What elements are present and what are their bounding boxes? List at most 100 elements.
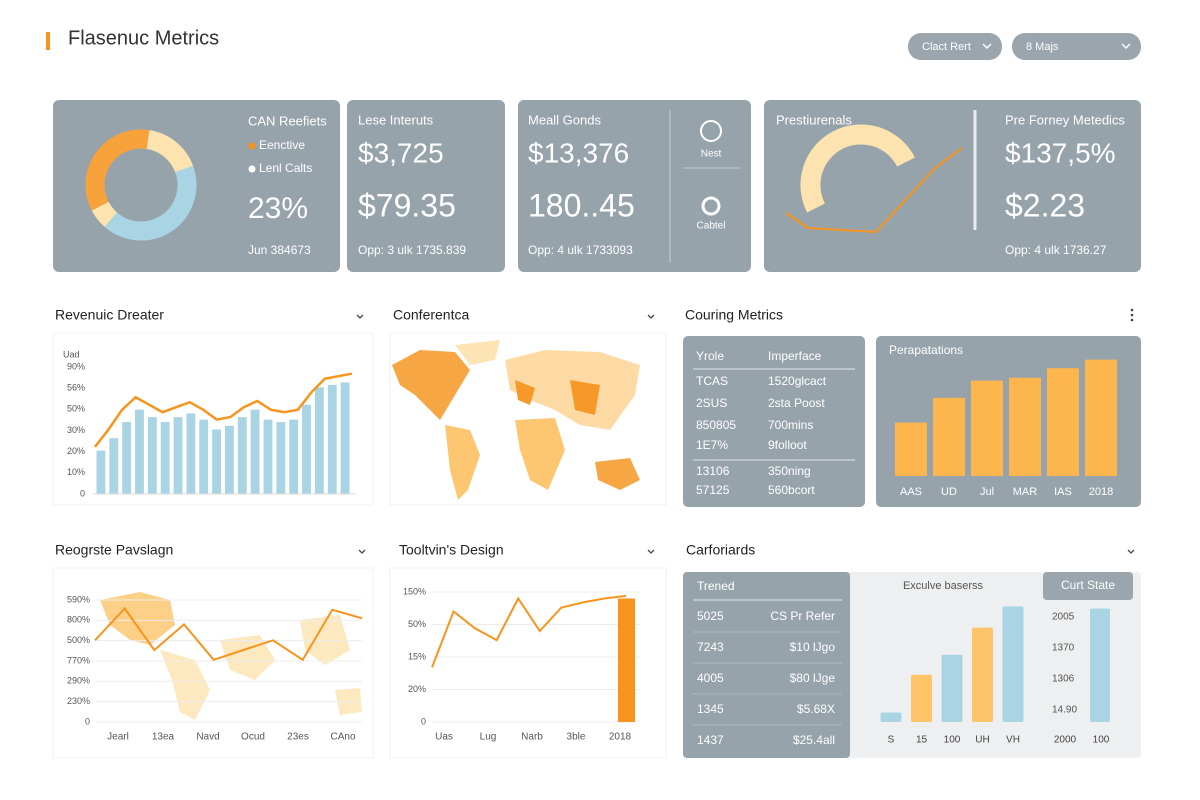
table-header: Imperface — [768, 349, 822, 363]
bar — [212, 429, 221, 494]
table-cell: $25.4all — [793, 733, 835, 747]
bar — [199, 419, 209, 494]
table-cell: 1437 — [697, 733, 724, 747]
x-tick-label: CAno — [330, 732, 355, 743]
continent — [445, 425, 480, 500]
panel-title: Carforiards — [686, 542, 755, 558]
x-tick-label: IAS — [1054, 486, 1072, 498]
bar — [618, 598, 635, 722]
gauge — [800, 124, 915, 213]
line — [94, 606, 363, 662]
card — [518, 100, 751, 272]
chevrons — [356, 314, 1135, 554]
card-value: $3,725 — [358, 137, 444, 168]
table-cell: $5.68X — [797, 702, 835, 716]
panel-title: Couring Metrics — [685, 307, 783, 323]
card-title: CAN Reefiets — [248, 113, 327, 128]
region-map — [100, 592, 362, 720]
y-tick-label: 0 — [85, 716, 90, 726]
dropdown-label: 8 Majs — [1026, 41, 1059, 53]
tab[interactable] — [1043, 572, 1133, 600]
chevron[interactable] — [356, 314, 1135, 554]
table-cell: $80 lJge — [790, 671, 836, 685]
bar — [1002, 606, 1024, 722]
continent — [595, 458, 640, 490]
y-tick-label: 1370 — [1052, 643, 1075, 654]
bar — [327, 384, 337, 494]
card-title: Prestiurenals — [776, 112, 852, 127]
bar — [135, 409, 144, 494]
card-value: 180..45 — [528, 187, 635, 223]
table-cell: 1520glcact — [768, 374, 827, 388]
page-title: Flasenuc Metrics — [68, 27, 219, 49]
tab-label: Curt State — [1061, 578, 1115, 592]
table-header: Trened — [697, 579, 735, 593]
card-title: Meall Gonds — [528, 112, 601, 127]
legend-dot — [248, 142, 256, 150]
chevron — [982, 43, 1131, 50]
panel-title: Tooltvin's Design — [399, 542, 504, 558]
continent — [392, 350, 470, 420]
bar — [237, 417, 247, 494]
x-tick-label: MAR — [1013, 486, 1038, 498]
bar — [160, 422, 170, 494]
table-cell: 7243 — [697, 640, 724, 654]
y-tick-label: 50% — [408, 619, 426, 629]
x-tick-label: Navd — [196, 732, 219, 743]
continent — [515, 418, 565, 490]
continent — [515, 380, 600, 415]
chart-title: Perapatations — [889, 343, 963, 357]
y-tick-label: 500% — [67, 635, 90, 645]
table-cell: 2sta Poost — [768, 396, 825, 410]
chart-title: Exculve baserss — [903, 580, 984, 592]
y-tick-label: 0 — [80, 488, 85, 498]
bar — [302, 404, 311, 494]
x-tick-label: S — [888, 735, 895, 746]
card-value: $79.35 — [358, 187, 456, 223]
continent — [220, 615, 362, 715]
y-tick-label: 15% — [408, 651, 426, 661]
y-tick-label: 230% — [67, 696, 90, 706]
legend-label: Lenl Calts — [259, 161, 312, 175]
dot — [1130, 313, 1134, 317]
table-panel — [683, 572, 850, 758]
y-tick-label: 56% — [67, 383, 85, 393]
x-tick-label: UD — [941, 486, 957, 498]
table-cell: 13106 — [696, 464, 730, 478]
kebab[interactable] — [1130, 308, 1134, 322]
card-value: 23% — [248, 192, 308, 225]
x-tick-label: Jul — [980, 486, 994, 498]
bar — [880, 712, 902, 722]
bar — [289, 419, 299, 494]
table-header: Yrole — [696, 349, 724, 363]
dropdown[interactable] — [908, 33, 1002, 60]
x-tick-label: 13ea — [152, 732, 175, 743]
bar — [895, 422, 927, 476]
table-cell: 1345 — [697, 702, 724, 716]
card-footer: Jun 384673 — [248, 243, 311, 257]
y-tick-label: 10% — [67, 467, 85, 477]
y-tick-label: 770% — [67, 655, 90, 665]
continent — [160, 650, 210, 720]
y-tick-label: 50% — [67, 404, 85, 414]
x-tick-label: 2018 — [609, 732, 632, 743]
table-cell: 2SUS — [696, 396, 727, 410]
y-tick-label: 20% — [408, 684, 426, 694]
panel-title: Revenuic Dreater — [55, 307, 164, 323]
icon[interactable] — [701, 196, 721, 216]
y-tick-label: 0 — [421, 716, 426, 726]
icon[interactable] — [700, 120, 722, 142]
x-tick-label: UH — [975, 735, 989, 746]
bar — [1009, 377, 1041, 476]
dropdown[interactable] — [1012, 33, 1141, 60]
bar — [173, 417, 183, 494]
bar — [263, 419, 273, 494]
bar — [1090, 608, 1110, 722]
continent — [100, 592, 175, 645]
table-cell: 9folloot — [768, 438, 807, 452]
bar — [340, 382, 350, 494]
bar — [186, 413, 196, 494]
y-tick-label: 2005 — [1052, 612, 1075, 623]
table-cell: 700mins — [768, 418, 813, 432]
